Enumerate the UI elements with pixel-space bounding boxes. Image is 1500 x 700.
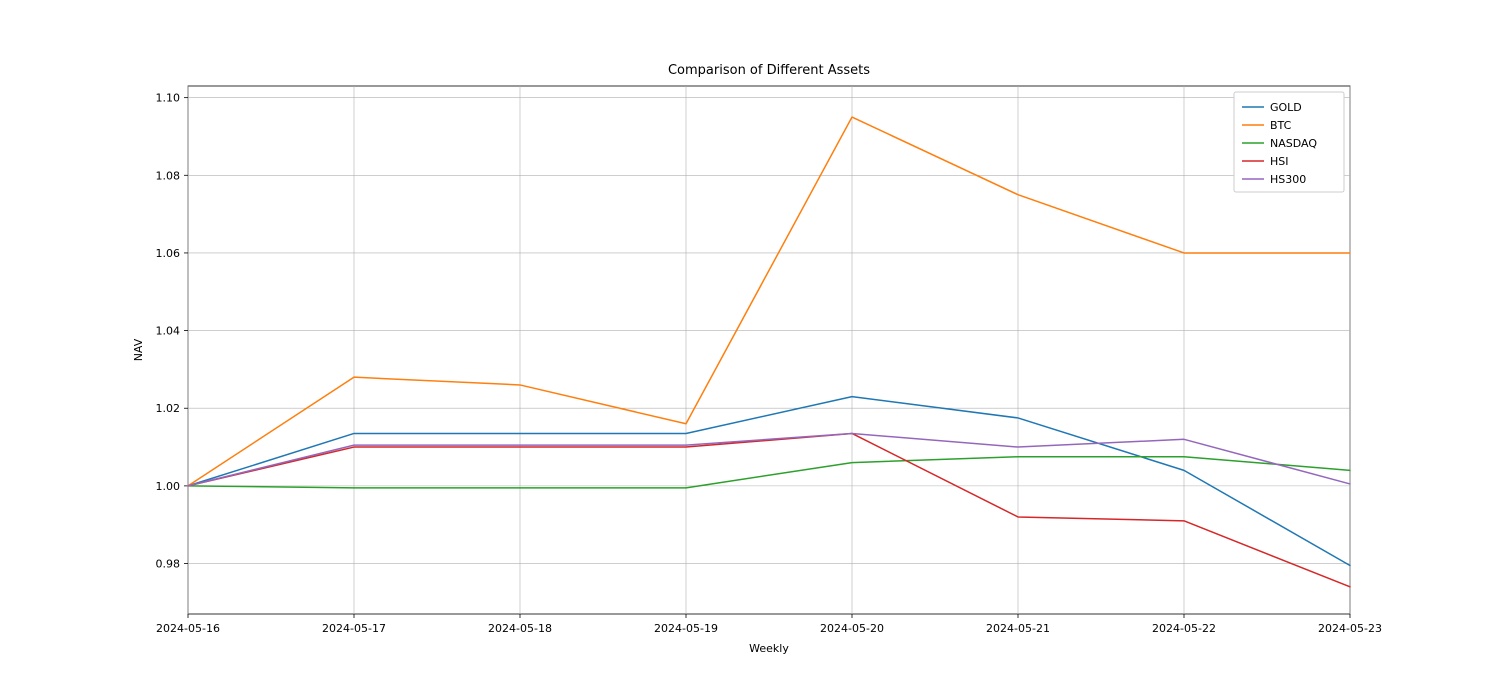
- y-tick-label: 0.98: [156, 558, 181, 571]
- x-tick-label: 2024-05-23: [1318, 622, 1382, 635]
- x-tick-label: 2024-05-16: [156, 622, 220, 635]
- x-tick-label: 2024-05-18: [488, 622, 552, 635]
- y-tick-label: 1.08: [156, 169, 181, 182]
- chart-title: Comparison of Different Assets: [668, 63, 870, 78]
- y-axis-label: NAV: [132, 338, 145, 361]
- x-tick-label: 2024-05-17: [322, 622, 386, 635]
- x-axis-label: Weekly: [749, 642, 789, 655]
- y-tick-label: 1.00: [156, 480, 181, 493]
- line-chart: 2024-05-16 2024-05-17 2024-05-18 2024-05-19…: [0, 0, 1500, 700]
- y-tick-label: 1.10: [156, 92, 181, 105]
- y-tick-label: 1.04: [156, 325, 181, 338]
- legend-label: GOLD: [1270, 101, 1302, 114]
- legend-label: NASDAQ: [1270, 137, 1317, 150]
- x-tick-label: 2024-05-19: [654, 622, 718, 635]
- x-tick-label: 2024-05-22: [1152, 622, 1216, 635]
- legend-label: BTC: [1270, 119, 1292, 132]
- y-tick-label: 1.06: [156, 247, 181, 260]
- legend-label: HS300: [1270, 173, 1306, 186]
- legend-label: HSI: [1270, 155, 1289, 168]
- y-tick-label: 1.02: [156, 402, 181, 415]
- x-tick-label: 2024-05-20: [820, 622, 884, 635]
- chart-container: 2024-05-16 2024-05-17 2024-05-18 2024-05-19…: [0, 0, 1500, 700]
- legend: GOLD BTC NASDAQ HSI HS300: [1234, 92, 1344, 192]
- x-tick-label: 2024-05-21: [986, 622, 1050, 635]
